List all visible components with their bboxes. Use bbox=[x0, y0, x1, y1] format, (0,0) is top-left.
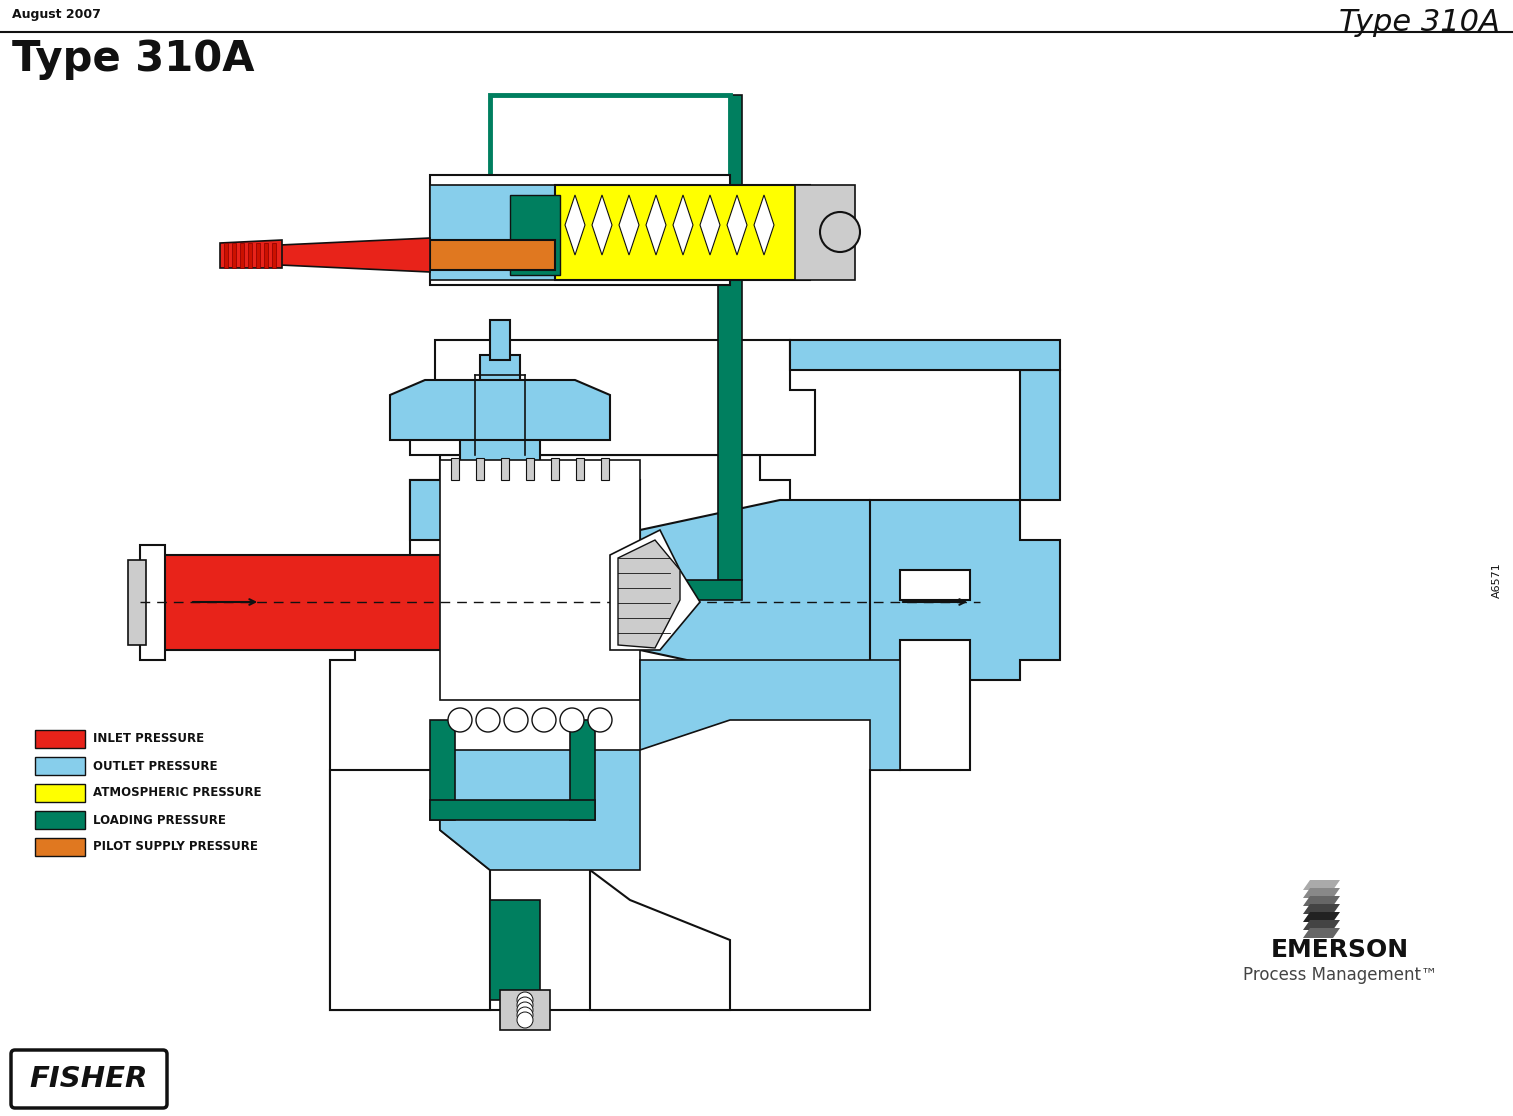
Bar bbox=[490, 320, 510, 360]
Polygon shape bbox=[1303, 920, 1341, 930]
Circle shape bbox=[477, 708, 499, 732]
Bar bbox=[601, 458, 610, 480]
FancyBboxPatch shape bbox=[11, 1050, 166, 1108]
Polygon shape bbox=[480, 580, 741, 600]
Polygon shape bbox=[590, 870, 729, 1010]
Bar bbox=[480, 355, 520, 395]
Circle shape bbox=[517, 997, 533, 1013]
Bar bbox=[900, 639, 970, 770]
Polygon shape bbox=[1303, 904, 1341, 914]
Polygon shape bbox=[390, 381, 610, 440]
Bar bbox=[141, 545, 165, 660]
Polygon shape bbox=[570, 720, 595, 820]
Circle shape bbox=[533, 708, 555, 732]
Polygon shape bbox=[280, 238, 430, 272]
Bar bbox=[231, 243, 236, 268]
Polygon shape bbox=[640, 660, 900, 770]
Bar bbox=[527, 458, 534, 480]
Text: INLET PRESSURE: INLET PRESSURE bbox=[92, 732, 204, 745]
Text: OUTLET PRESSURE: OUTLET PRESSURE bbox=[92, 760, 218, 772]
Bar bbox=[460, 389, 540, 550]
Bar bbox=[35, 838, 85, 856]
Text: LOADING PRESSURE: LOADING PRESSURE bbox=[92, 814, 225, 827]
Polygon shape bbox=[440, 460, 640, 700]
Polygon shape bbox=[673, 195, 693, 254]
Text: EMERSON: EMERSON bbox=[1271, 939, 1409, 962]
Polygon shape bbox=[610, 530, 701, 650]
Circle shape bbox=[560, 708, 584, 732]
Polygon shape bbox=[430, 720, 455, 820]
Bar bbox=[551, 458, 558, 480]
Circle shape bbox=[504, 708, 528, 732]
Bar bbox=[129, 560, 145, 645]
Text: August 2007: August 2007 bbox=[12, 8, 101, 21]
Bar bbox=[451, 458, 458, 480]
Bar bbox=[263, 243, 268, 268]
Polygon shape bbox=[790, 340, 1061, 371]
Polygon shape bbox=[1020, 371, 1061, 500]
Bar bbox=[256, 243, 260, 268]
Bar bbox=[499, 990, 551, 1030]
Bar bbox=[900, 570, 970, 600]
Bar bbox=[248, 243, 253, 268]
Polygon shape bbox=[1303, 888, 1341, 898]
Bar bbox=[576, 458, 584, 480]
Bar bbox=[35, 730, 85, 748]
Bar bbox=[35, 785, 85, 802]
Bar bbox=[224, 243, 228, 268]
Circle shape bbox=[517, 1007, 533, 1023]
Polygon shape bbox=[430, 240, 555, 270]
Circle shape bbox=[820, 212, 859, 252]
Polygon shape bbox=[510, 195, 560, 275]
Polygon shape bbox=[440, 750, 640, 870]
Polygon shape bbox=[1303, 929, 1341, 939]
Polygon shape bbox=[160, 555, 660, 650]
Text: Type 310A: Type 310A bbox=[1339, 8, 1499, 37]
Polygon shape bbox=[719, 95, 741, 580]
Polygon shape bbox=[555, 185, 809, 280]
Circle shape bbox=[448, 708, 472, 732]
Bar bbox=[272, 243, 275, 268]
Polygon shape bbox=[564, 195, 586, 254]
Polygon shape bbox=[1303, 896, 1341, 906]
Polygon shape bbox=[753, 195, 775, 254]
Text: PILOT SUPPLY PRESSURE: PILOT SUPPLY PRESSURE bbox=[92, 840, 257, 854]
Polygon shape bbox=[617, 540, 679, 648]
Polygon shape bbox=[640, 500, 961, 680]
Circle shape bbox=[517, 992, 533, 1008]
Bar bbox=[794, 185, 855, 280]
Polygon shape bbox=[619, 195, 638, 254]
Text: Type 310A: Type 310A bbox=[12, 38, 254, 80]
Polygon shape bbox=[490, 95, 729, 280]
Polygon shape bbox=[430, 185, 560, 280]
Circle shape bbox=[517, 1012, 533, 1028]
Text: FISHER: FISHER bbox=[30, 1065, 148, 1093]
Bar bbox=[35, 757, 85, 775]
Text: ATMOSPHERIC PRESSURE: ATMOSPHERIC PRESSURE bbox=[92, 787, 262, 799]
Polygon shape bbox=[410, 340, 816, 455]
Polygon shape bbox=[870, 500, 1061, 680]
Bar bbox=[501, 458, 508, 480]
Polygon shape bbox=[330, 455, 900, 1010]
Polygon shape bbox=[1303, 881, 1341, 889]
Polygon shape bbox=[728, 195, 747, 254]
Bar bbox=[35, 811, 85, 829]
Polygon shape bbox=[430, 175, 729, 285]
Bar bbox=[477, 458, 484, 480]
Circle shape bbox=[589, 708, 611, 732]
Polygon shape bbox=[219, 240, 281, 268]
Circle shape bbox=[517, 1002, 533, 1018]
Polygon shape bbox=[701, 195, 720, 254]
Text: A6571: A6571 bbox=[1492, 562, 1502, 598]
Bar bbox=[241, 243, 244, 268]
Text: Process Management™: Process Management™ bbox=[1242, 966, 1437, 984]
Polygon shape bbox=[490, 899, 540, 1000]
Polygon shape bbox=[1303, 912, 1341, 922]
Polygon shape bbox=[410, 480, 640, 540]
Polygon shape bbox=[430, 800, 595, 820]
Polygon shape bbox=[592, 195, 611, 254]
Polygon shape bbox=[330, 770, 490, 1010]
Polygon shape bbox=[646, 195, 666, 254]
